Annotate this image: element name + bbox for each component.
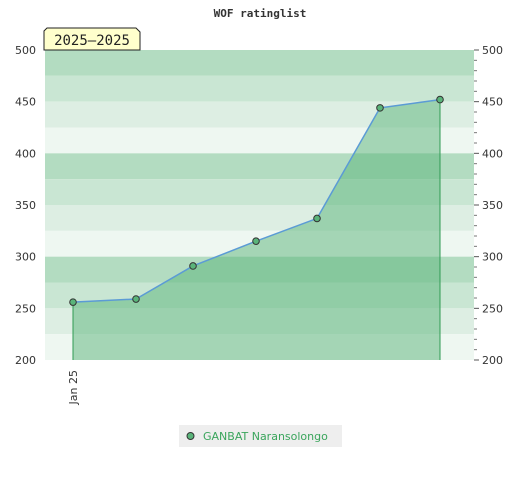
legend-series-name: GANBAT Naransolongo xyxy=(203,430,328,443)
x-axis: Jan 25 xyxy=(67,370,80,405)
y-tick-label: 400 xyxy=(15,147,36,160)
y-tick-label: 400 xyxy=(482,147,503,160)
y-tick-label: 250 xyxy=(482,302,503,315)
y-axis-right: 200 250 300 350 400 450 500 xyxy=(474,44,503,367)
data-point xyxy=(313,214,321,223)
y-tick-label: 450 xyxy=(15,96,36,109)
y-tick-label: 500 xyxy=(15,44,36,57)
chart-title: WOF ratinglist xyxy=(214,7,307,20)
legend-box xyxy=(179,425,342,447)
y-tick-label: 200 xyxy=(15,354,36,367)
period-badge: 2025–2025 xyxy=(43,27,141,51)
data-point xyxy=(252,237,260,245)
data-area xyxy=(69,95,444,360)
data-point xyxy=(189,262,197,270)
y-tick-label: 200 xyxy=(482,354,503,367)
y-tick-label: 450 xyxy=(482,96,503,109)
data-point xyxy=(436,95,444,104)
background-band xyxy=(45,50,474,76)
data-point xyxy=(132,295,140,303)
y-tick-label: 250 xyxy=(15,302,36,315)
y-tick-label: 300 xyxy=(482,251,503,264)
x-tick-label: Jan 25 xyxy=(67,370,80,405)
data-point xyxy=(69,298,77,306)
y-axis-left: 200 250 300 350 400 450 500 xyxy=(15,44,36,367)
data-point xyxy=(376,104,384,112)
y-tick-label: 350 xyxy=(482,199,503,212)
legend-marker xyxy=(186,432,195,440)
y-tick-label: 300 xyxy=(15,251,36,264)
legend[interactable]: GANBAT Naransolongo xyxy=(179,425,342,447)
background-band xyxy=(45,75,474,102)
y-tick-label: 500 xyxy=(482,44,503,57)
y-tick-label: 350 xyxy=(15,199,36,212)
period-badge-text: 2025–2025 xyxy=(54,33,130,49)
period-badge-shape xyxy=(43,27,141,51)
